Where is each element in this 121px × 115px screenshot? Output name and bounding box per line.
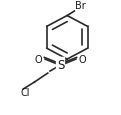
Text: Br: Br: [75, 1, 86, 11]
Text: S: S: [57, 58, 64, 71]
Text: Cl: Cl: [21, 87, 30, 97]
Text: O: O: [35, 55, 42, 65]
Text: O: O: [79, 55, 86, 65]
